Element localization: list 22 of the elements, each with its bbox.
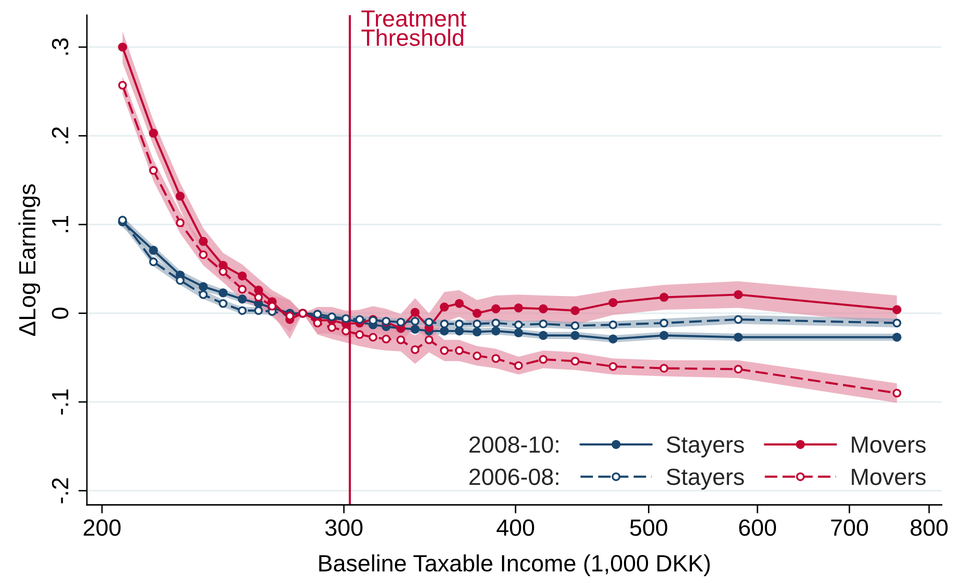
x-tick-label: 400 (496, 519, 534, 536)
legend-label: Movers (852, 436, 926, 453)
legend-label: Stayers (666, 468, 744, 490)
y-axis-title: ΔLog Earnings (18, 184, 40, 336)
legend-label: Stayers (666, 436, 744, 458)
x-tick-label: 600 (739, 519, 776, 536)
y-tick-label: .1 (52, 216, 68, 232)
x-tick-label: 800 (910, 519, 948, 536)
x-axis-title: Baseline Taxable Income (1,000 DKK) (319, 554, 710, 576)
annotation: 2006-08: (469, 468, 558, 486)
y-tick-label: -.2 (52, 478, 68, 504)
x-tick-label: 700 (831, 519, 868, 536)
y-tick-label: .3 (52, 38, 68, 55)
y-tick-label: .2 (52, 127, 68, 144)
x-tick-label: 200 (84, 519, 121, 536)
y-tick-label: 0 (52, 308, 68, 319)
legend-label: Movers (852, 468, 926, 486)
annotation: 2008-10: (469, 436, 558, 453)
x-tick-label: 500 (630, 519, 668, 536)
x-tick-label: 300 (325, 519, 362, 536)
ref-line-label: Treatment Threshold (361, 10, 466, 46)
y-tick-label: -.1 (52, 389, 68, 415)
